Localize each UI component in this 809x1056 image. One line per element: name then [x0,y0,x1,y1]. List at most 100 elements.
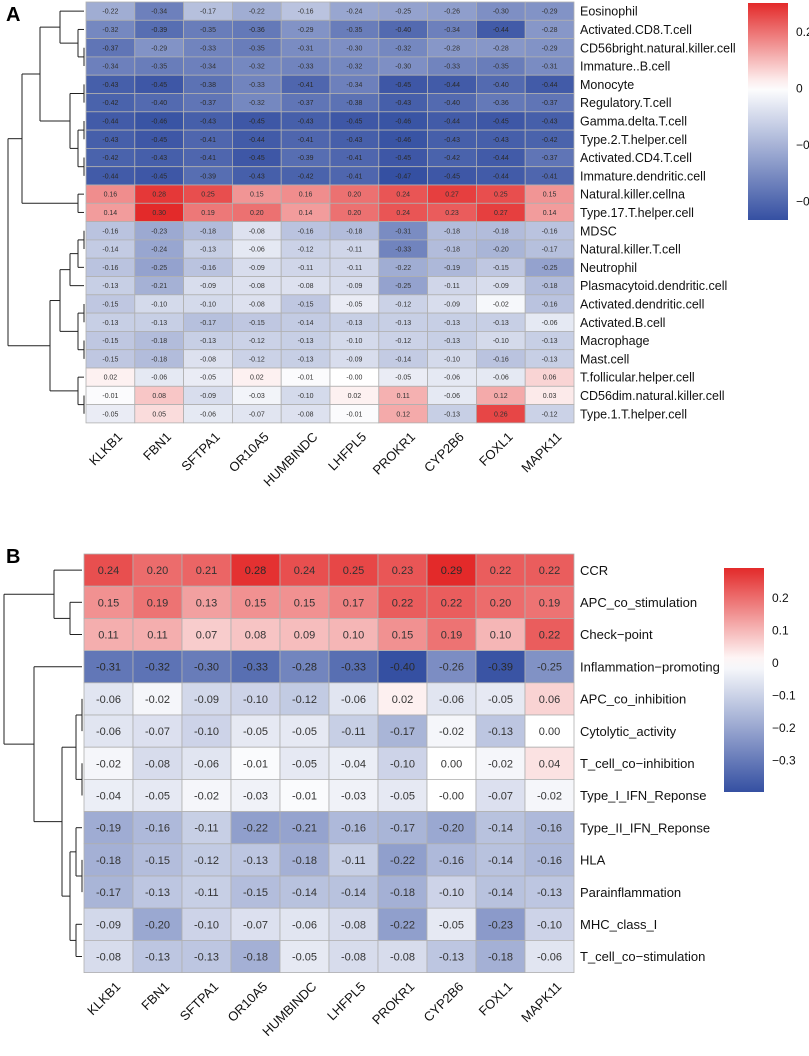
cell-value-label: -0.35 [200,27,216,34]
cell-value-label: -0.39 [200,173,216,180]
cell-value-label: -0.11 [341,855,365,867]
heatmap-cell [230,746,281,780]
cell-value-label: -0.18 [200,228,216,235]
cell-value-label: -0.17 [390,823,415,835]
cell-value-label: -0.05 [395,375,411,382]
heatmap-cell [524,650,575,684]
cell-value-label: -0.09 [493,283,509,290]
cell-value-label: -0.26 [439,662,464,674]
cell-value-label: 0.26 [494,411,508,418]
cell-value-label: -0.18 [346,228,362,235]
cell-value-label: -0.06 [537,951,562,963]
cell-value-label: -0.20 [145,919,170,931]
cell-value-label: 0.28 [152,192,166,199]
cell-value-label: -0.22 [102,9,118,16]
cell-value-label: -0.16 [200,265,216,272]
cell-value-label: -0.01 [102,393,118,400]
heatmap-cell [475,650,526,684]
cell-value-label: -0.25 [395,9,411,16]
heatmap-cell [426,585,477,619]
cell-value-label: -0.06 [341,694,366,706]
cell-value-label: -0.33 [243,662,268,674]
cell-value-label: -0.29 [151,45,167,52]
heatmap-cell [132,682,183,716]
cell-value-label: 0.07 [196,629,217,641]
column-label: MAPK11 [518,429,564,475]
cell-value-label: 0.14 [299,210,313,217]
cell-value-label: 0.24 [396,192,410,199]
row-label: Natural.killer.T.cell [580,243,681,257]
cell-value-label: -0.44 [493,27,509,34]
cell-value-label: 0.10 [343,629,364,641]
heatmap-cell [181,618,232,652]
cell-value-label: -0.45 [395,82,411,89]
row-label: MDSC [580,224,617,238]
cell-value-label: -0.10 [493,338,509,345]
cell-value-label: -0.14 [395,356,411,363]
cell-value-label: -0.23 [151,228,167,235]
heatmap-cell [83,746,134,780]
row-label: T_cell_co−stimulation [580,949,705,964]
cell-value-label: -0.15 [493,265,509,272]
cell-value-label: -0.40 [395,27,411,34]
cell-value-label: 0.08 [152,393,166,400]
cell-value-label: -0.09 [444,301,460,308]
row-label: Activated.B.cell [580,316,665,330]
row-label: Type.17.T.helper.cell [580,206,694,220]
cell-value-label: -0.09 [249,265,265,272]
cell-value-label: 0.24 [396,210,410,217]
cell-value-label: -0.04 [341,758,366,770]
cell-value-label: -0.17 [96,887,121,899]
cell-value-label: -0.10 [390,758,415,770]
cell-value-label: -0.02 [194,790,219,802]
cell-value-label: -0.40 [444,100,460,107]
row-label: Macrophage [580,334,650,348]
cell-value-label: -0.33 [395,247,411,254]
cell-value-label: -0.37 [542,155,558,162]
heatmap-cell [328,585,379,619]
heatmap-cell [524,811,575,845]
cell-value-label: -0.18 [493,228,509,235]
heatmap-cell [279,843,330,877]
cell-value-label: -0.18 [96,855,121,867]
cell-value-label: -0.28 [542,27,558,34]
heatmap-cell [181,875,232,909]
cell-value-label: 0.28 [245,565,266,577]
legend-color-bar [724,568,764,792]
heatmap-cell [132,714,183,748]
cell-value-label: -0.18 [444,228,460,235]
cell-value-label: 0.11 [98,629,119,641]
cell-value-label: -0.37 [298,100,314,107]
cell-value-label: -0.21 [151,283,167,290]
cell-value-label: -0.09 [346,356,362,363]
cell-value-label: -0.44 [249,137,265,144]
cell-value-label: -0.28 [493,45,509,52]
cell-value-label: -0.34 [346,82,362,89]
cell-value-label: -0.08 [341,951,366,963]
cell-value-label: -0.11 [194,823,218,835]
cell-value-label: -0.25 [537,662,562,674]
cell-value-label: -0.32 [346,64,362,71]
cell-value-label: -0.18 [488,951,513,963]
heatmap-cell [426,843,477,877]
cell-value-label: -0.07 [243,919,268,931]
cell-value-label: -0.42 [542,137,558,144]
heatmap-cell [377,811,428,845]
heatmap-cell [328,875,379,909]
legend-tick-label: 0.2 [796,25,809,39]
cell-value-label: -0.02 [537,790,562,802]
cell-value-label: 0.23 [392,565,413,577]
cell-value-label: -0.39 [488,662,513,674]
cell-value-label: -0.44 [102,118,118,125]
cell-value-label: -0.32 [395,45,411,52]
cell-value-label: -0.09 [200,283,216,290]
row-label: Type_I_IFN_Reponse [580,788,706,803]
heatmap-cell [83,650,134,684]
cell-value-label: -0.43 [102,82,118,89]
cell-value-label: -0.10 [537,919,562,931]
heatmap-cell [328,746,379,780]
heatmap-cell [426,682,477,716]
cell-value-label: 0.19 [539,597,560,609]
cell-value-label: -0.34 [200,64,216,71]
row-label: T_cell_co−inhibition [580,756,695,771]
